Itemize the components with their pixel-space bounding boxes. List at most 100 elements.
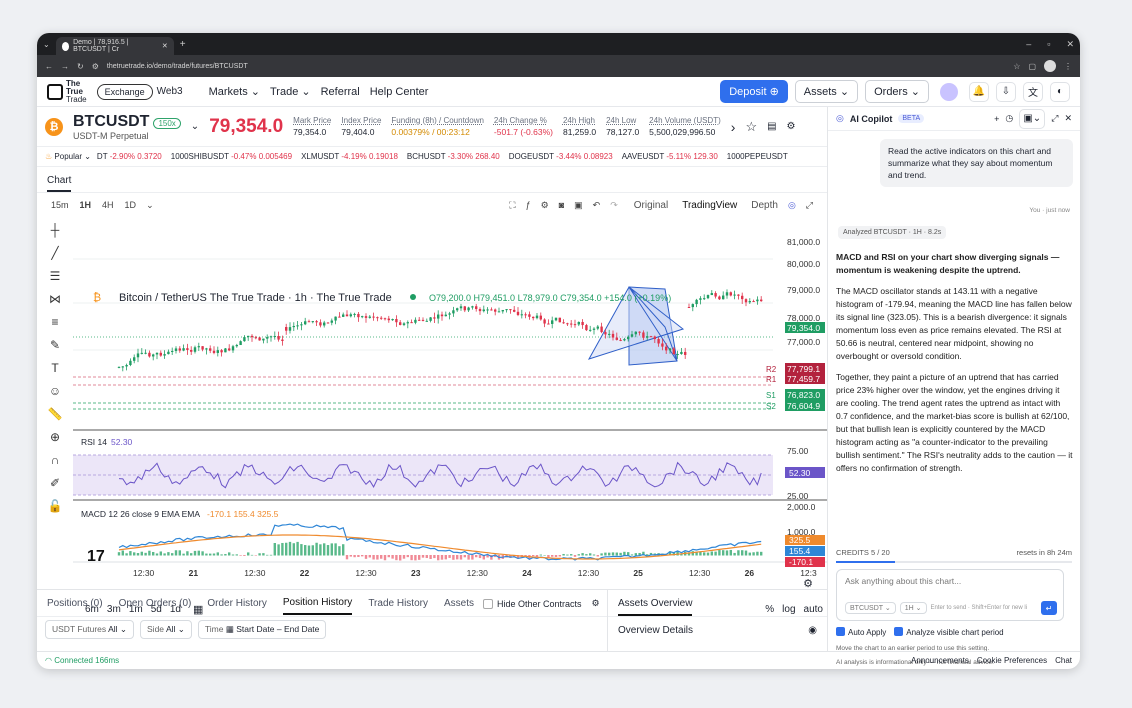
chart-tab[interactable]: Chart: [37, 169, 827, 193]
orderbook-icon[interactable]: ▤: [767, 121, 777, 132]
symbol-selector[interactable]: BTCUSDT 150x USDT-M Perpetual: [73, 113, 181, 141]
crosshair-icon[interactable]: ┼: [50, 223, 60, 237]
footer-link[interactable]: Chat: [1055, 656, 1072, 665]
more-stats-chevron-icon[interactable]: ›: [730, 118, 736, 135]
side-filter[interactable]: Side All ⌄: [140, 620, 192, 639]
layout-dropdown-icon[interactable]: ▣⌄: [1019, 108, 1046, 129]
emoji-icon[interactable]: ☺: [48, 384, 62, 398]
magnet-icon[interactable]: ∩: [50, 453, 60, 467]
referral-link[interactable]: Referral: [320, 85, 360, 98]
exchange-toggle[interactable]: Exchange: [96, 83, 153, 100]
camera-icon[interactable]: ◙: [558, 200, 565, 210]
chart-area[interactable]: ┼ ╱ ☰ ⋈ ≡ ✎ T ☺ 📏 ⊕ ∩ ✐ 🔓: [37, 217, 827, 616]
tape-item[interactable]: 1000SHIBUSDT -0.47% 0.005469: [170, 152, 293, 161]
web3-link[interactable]: Web3: [156, 86, 183, 97]
lock-icon[interactable]: 🔓: [47, 499, 63, 513]
range-5d[interactable]: 5d: [150, 604, 162, 615]
zoom-in-icon[interactable]: ⊕: [49, 430, 61, 444]
scale-%[interactable]: %: [765, 604, 775, 615]
position-tab[interactable]: Assets: [443, 597, 474, 609]
profile-icon[interactable]: [1044, 60, 1056, 72]
symbol-chip[interactable]: BTCUSDT ⌄: [845, 602, 896, 614]
minimize-icon[interactable]: –: [1026, 38, 1032, 49]
footer-link[interactable]: Announcements: [911, 656, 969, 665]
position-tab[interactable]: Open Orders (0): [118, 597, 192, 609]
extensions-icon[interactable]: ▢: [1028, 61, 1036, 71]
trendline-icon[interactable]: ╱: [51, 246, 59, 260]
futures-filter[interactable]: USDT Futures All ⌄: [45, 620, 135, 639]
back-icon[interactable]: ←: [45, 61, 53, 71]
close-tab-icon[interactable]: ✕: [161, 43, 168, 50]
interval-1H[interactable]: 1H: [79, 200, 92, 210]
copilot-avatar-icon[interactable]: [940, 82, 958, 101]
analyze-visible-checkbox[interactable]: Analyze visible chart period: [894, 627, 1004, 637]
symbol-dropdown-icon[interactable]: ⌄: [190, 121, 200, 132]
url-field[interactable]: thetruetrade.io/demo/trade/futures/BTCUS…: [106, 62, 248, 70]
scale-auto[interactable]: auto: [803, 604, 823, 615]
lock-drawing-icon[interactable]: ✐: [49, 476, 61, 490]
markets-menu[interactable]: Markets ⌄: [208, 86, 260, 98]
browser-tab[interactable]: Demo | 78,916.5 | BTCUSDT | Cr ✕: [55, 37, 174, 55]
eye-icon[interactable]: ◉: [808, 625, 817, 636]
interval-4H[interactable]: 4H: [102, 200, 114, 210]
history-icon[interactable]: ◷: [1005, 113, 1014, 123]
forward-icon[interactable]: →: [61, 61, 69, 71]
language-icon[interactable]: 文: [1023, 81, 1043, 102]
ask-input[interactable]: Ask anything about this chart... BTCUSDT…: [836, 569, 1064, 621]
interval-dropdown-icon[interactable]: ⌄: [146, 199, 154, 210]
help-center-link[interactable]: Help Center: [369, 85, 429, 98]
trade-menu[interactable]: Trade ⌄: [270, 86, 311, 98]
site-info-icon[interactable]: ⚙: [91, 61, 99, 71]
copilot-chart-icon[interactable]: ◎: [787, 199, 796, 210]
pattern-icon[interactable]: ⋈: [49, 292, 61, 306]
new-chat-icon[interactable]: +: [994, 113, 1000, 124]
interval-chip[interactable]: 1H ⌄: [899, 602, 927, 614]
position-tab[interactable]: Position History: [282, 597, 353, 615]
menu-icon[interactable]: ⋮: [1064, 61, 1072, 71]
fullscreen-icon[interactable]: ⤢: [805, 199, 813, 210]
tape-item[interactable]: XLMUSDT -4.19% 0.19018: [301, 152, 398, 161]
deposit-button[interactable]: Deposit ⊕: [720, 80, 788, 103]
tape-item[interactable]: DT -2.90% 0.3720: [96, 152, 162, 161]
orders-dropdown[interactable]: Orders ⌄: [865, 80, 929, 103]
chart-time-settings-icon[interactable]: ⚙: [803, 578, 813, 590]
assets-dropdown[interactable]: Assets ⌄: [794, 80, 859, 103]
projection-icon[interactable]: ≡: [51, 315, 59, 329]
scale-log[interactable]: log: [782, 604, 796, 615]
time-filter[interactable]: Time ▦ Start Date – End Date: [197, 620, 327, 639]
footer-link[interactable]: Cookie Preferences: [976, 656, 1048, 665]
chart-settings-icon[interactable]: ⚙: [540, 199, 549, 210]
position-tab[interactable]: Trade History: [368, 597, 428, 609]
popular-dropdown[interactable]: ♨ Popular ⌄: [45, 152, 91, 161]
interval-15m[interactable]: 15m: [51, 200, 69, 210]
interval-1D[interactable]: 1D: [124, 200, 137, 210]
send-button[interactable]: ↵: [1041, 601, 1057, 615]
brush-icon[interactable]: ✎: [49, 338, 61, 352]
hide-other-contracts[interactable]: Hide Other Contracts ⚙: [483, 598, 600, 609]
view-depth[interactable]: Depth: [751, 199, 778, 211]
close-window-icon[interactable]: ✕: [1066, 38, 1074, 49]
date-range-icon[interactable]: ▦: [193, 604, 204, 616]
range-1d[interactable]: 1d: [169, 604, 181, 615]
tape-item[interactable]: DOGEUSDT -3.44% 0.08923: [508, 152, 613, 161]
tape-item[interactable]: 1000PEPEUSDT: [726, 152, 788, 161]
view-tradingview[interactable]: TradingView: [682, 199, 738, 211]
new-tab-icon[interactable]: +: [179, 38, 186, 50]
logo[interactable]: The True Trade: [47, 79, 87, 104]
settings-gear-icon[interactable]: ⚙: [786, 121, 796, 132]
tab-list-icon[interactable]: ⌄: [43, 39, 50, 49]
range-1m[interactable]: 1m: [128, 604, 143, 615]
save-icon[interactable]: ▣: [574, 199, 583, 210]
fib-icon[interactable]: ☰: [49, 269, 61, 283]
ruler-icon[interactable]: 📏: [47, 407, 63, 421]
range-3m[interactable]: 3m: [106, 604, 121, 615]
price-chart[interactable]: Bitcoin / TetherUS The True Trade · 1h ·…: [73, 217, 827, 589]
notification-bell-icon[interactable]: 🔔: [969, 81, 989, 102]
maximize-icon[interactable]: ▫: [1047, 38, 1051, 49]
fx-icon[interactable]: ƒ: [525, 200, 531, 210]
bookmark-star-icon[interactable]: ☆: [1013, 61, 1021, 71]
indicators-icon[interactable]: ⛶: [509, 199, 516, 210]
tape-item[interactable]: AAVEUSDT -5.11% 129.30: [621, 152, 718, 161]
close-copilot-icon[interactable]: ✕: [1064, 113, 1072, 123]
download-icon[interactable]: ⇩: [996, 81, 1016, 102]
